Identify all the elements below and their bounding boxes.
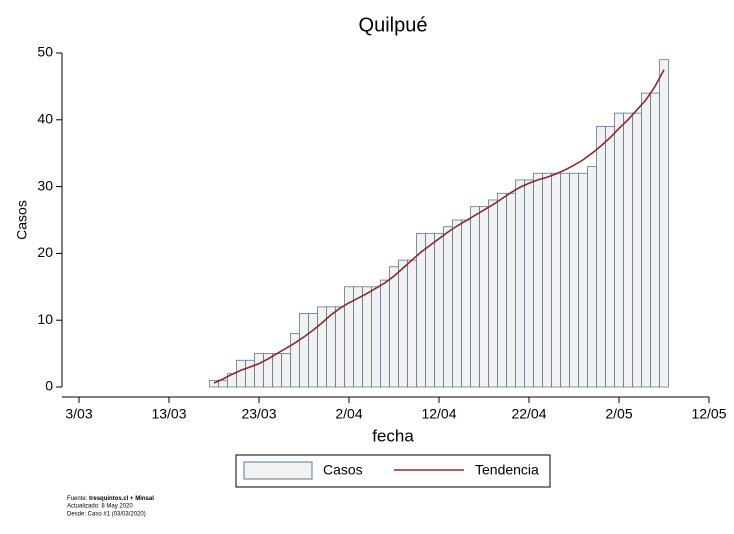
- bar: [506, 192, 516, 388]
- x-tick-label: 3/03: [65, 406, 92, 422]
- bar: [524, 179, 534, 388]
- footer-since: Desde: Caso #1 (03/03/2020): [67, 512, 146, 518]
- bar: [533, 172, 543, 388]
- trend-line: [213, 69, 665, 384]
- bar: [281, 353, 291, 388]
- bar: [254, 353, 264, 388]
- y-tick-label: 20: [37, 244, 53, 260]
- bar: [560, 172, 570, 388]
- x-tick-label: 12/05: [691, 406, 726, 422]
- bar: [596, 126, 606, 388]
- bar: [218, 379, 228, 388]
- x-tick-label: 22/04: [511, 406, 546, 422]
- bar: [380, 279, 390, 388]
- bar: [236, 359, 246, 388]
- bar: [551, 172, 561, 388]
- bar: [398, 259, 408, 388]
- bar: [578, 172, 588, 388]
- bar: [317, 306, 327, 388]
- bar: [632, 112, 642, 388]
- bar: [614, 112, 624, 388]
- y-tick-label: 40: [37, 111, 53, 127]
- legend-label: Tendencia: [475, 462, 539, 478]
- bar: [452, 219, 462, 388]
- bar: [461, 219, 471, 388]
- bar: [515, 179, 525, 388]
- bar: [470, 206, 480, 388]
- bar: [623, 112, 633, 388]
- legend-swatch: [243, 461, 313, 480]
- x-tick-label: 23/03: [241, 406, 276, 422]
- footer-source: Fuente: tresquintos.cl + Minsal: [67, 496, 154, 502]
- bar: [443, 226, 453, 388]
- bar: [407, 259, 417, 388]
- bar: [497, 192, 507, 388]
- y-tick-label: 10: [37, 311, 53, 327]
- x-tick-label: 2/05: [605, 406, 632, 422]
- bar: [542, 172, 552, 388]
- bar: [650, 92, 660, 388]
- x-tick-label: 2/04: [335, 406, 362, 422]
- bar: [416, 232, 426, 388]
- footer-source-name: tresquintos.cl + Minsal: [89, 496, 154, 502]
- bar: [569, 172, 579, 388]
- bar: [659, 59, 669, 388]
- chart-title: Quilpué: [359, 14, 428, 36]
- y-tick-label: 50: [37, 44, 53, 60]
- bar: [479, 206, 489, 388]
- bar: [245, 359, 255, 388]
- x-tick-label: 13/03: [151, 406, 186, 422]
- bar: [641, 92, 651, 388]
- bar: [272, 353, 282, 388]
- y-tick-label: 30: [37, 177, 53, 193]
- bar: [335, 306, 345, 388]
- bar: [488, 199, 498, 388]
- x-tick-label: 12/04: [421, 406, 456, 422]
- bar: [326, 306, 336, 388]
- y-tick-label: 0: [45, 378, 53, 394]
- bar: [308, 313, 318, 388]
- y-axis-label: Casos: [14, 200, 30, 240]
- bar: [434, 232, 444, 388]
- legend-label: Casos: [323, 462, 363, 478]
- x-axis-label: fecha: [372, 426, 414, 445]
- bar: [362, 286, 372, 388]
- bar: [389, 266, 399, 388]
- footer-updated: Actualizado: 8 May 2020: [67, 504, 133, 510]
- bar: [587, 166, 597, 388]
- bar: [425, 232, 435, 388]
- bar: [299, 313, 309, 388]
- footer-source-label: Fuente:: [67, 496, 88, 502]
- bar: [605, 126, 615, 388]
- bar: [353, 286, 363, 388]
- bar: [371, 286, 381, 388]
